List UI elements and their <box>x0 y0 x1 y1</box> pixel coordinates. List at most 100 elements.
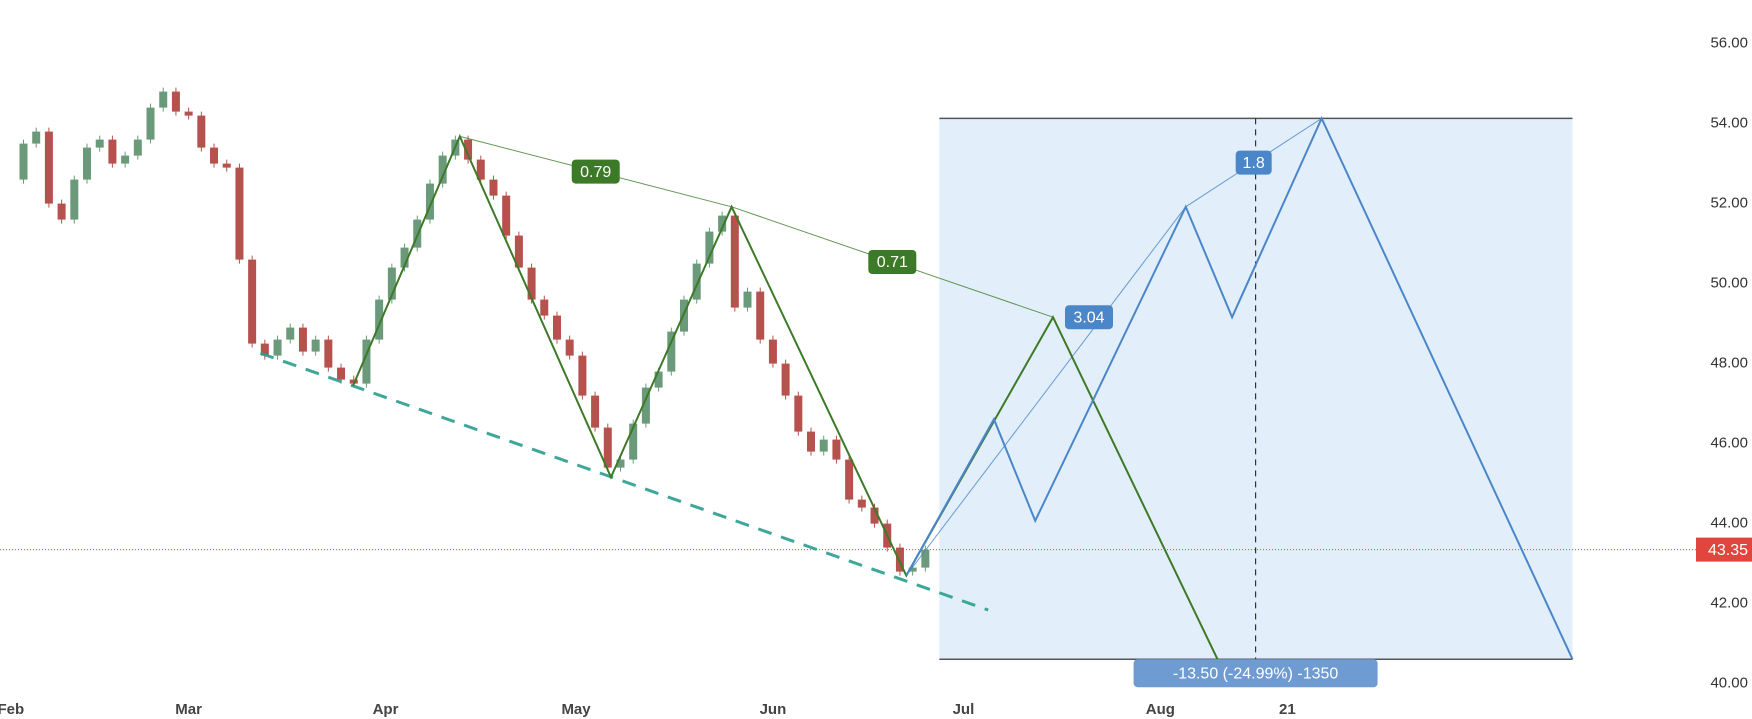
measure-label: -13.50 (-24.99%) -1350 <box>1173 665 1339 682</box>
x-tick-label: Apr <box>373 701 399 718</box>
candle <box>248 259 257 344</box>
candle <box>857 499 866 508</box>
candle <box>70 179 79 220</box>
candle <box>273 339 282 356</box>
projection-line <box>905 115 1574 660</box>
candle <box>222 163 231 168</box>
ratio-label: 1.8 <box>1243 155 1265 172</box>
candle <box>32 131 41 144</box>
candle <box>83 147 92 180</box>
candle <box>197 115 206 148</box>
candle <box>311 339 320 352</box>
candle <box>540 299 549 316</box>
ratio-badge <box>1064 305 1113 330</box>
ratio-badge <box>868 250 917 274</box>
candle <box>730 215 739 308</box>
ratio-label: 0.79 <box>580 164 611 181</box>
last-price-label: 43.35 <box>1708 542 1748 559</box>
candle <box>387 267 396 300</box>
ratio-label: 0.71 <box>877 254 908 271</box>
candle <box>286 327 295 340</box>
x-tick-label: Feb <box>0 701 24 718</box>
candle <box>375 299 384 340</box>
y-tick-label: 42.00 <box>1710 595 1748 612</box>
candle <box>629 423 638 460</box>
candle <box>298 327 307 352</box>
candle <box>121 155 130 164</box>
candle <box>159 91 168 108</box>
x-tick-label: Aug <box>1146 701 1175 718</box>
candle <box>781 363 790 396</box>
candle <box>57 203 66 220</box>
x-tick-label: May <box>561 701 591 718</box>
candle <box>908 567 917 572</box>
y-tick-label: 56.00 <box>1710 35 1748 52</box>
candle <box>210 147 219 164</box>
candle <box>807 431 816 452</box>
candle <box>692 263 701 300</box>
pattern-line <box>352 133 1219 660</box>
candle <box>718 215 727 232</box>
x-tick-label: Mar <box>175 701 202 718</box>
y-tick-label: 50.00 <box>1710 275 1748 292</box>
candle <box>337 367 346 380</box>
candle <box>171 91 180 112</box>
y-tick-label: 40.00 <box>1710 675 1748 692</box>
x-tick-label: Jun <box>760 701 787 718</box>
candle <box>235 167 244 260</box>
candle <box>362 339 371 384</box>
candle <box>870 507 879 524</box>
candle <box>133 139 142 156</box>
candle <box>425 183 434 220</box>
candle <box>324 339 333 368</box>
candle <box>184 111 193 116</box>
candle <box>845 459 854 500</box>
candle <box>921 549 930 568</box>
y-tick-label: 44.00 <box>1710 515 1748 532</box>
candle <box>819 439 828 452</box>
x-tick-label: 21 <box>1279 701 1296 718</box>
candle <box>514 235 523 268</box>
candle <box>260 343 269 356</box>
trendline <box>259 351 989 612</box>
candle <box>591 395 600 428</box>
candle <box>44 131 53 204</box>
ratio-badge <box>571 159 620 184</box>
candle <box>895 547 904 572</box>
candle <box>654 371 663 388</box>
y-tick-label: 46.00 <box>1710 435 1748 452</box>
candle <box>400 247 409 268</box>
y-tick-label: 48.00 <box>1710 355 1748 372</box>
candle <box>616 459 625 468</box>
candle <box>476 159 485 180</box>
candle <box>19 143 28 180</box>
candle <box>489 179 498 196</box>
candle <box>641 387 650 424</box>
measure-badge <box>1133 659 1378 688</box>
candle <box>527 267 536 300</box>
candle <box>565 339 574 356</box>
candle <box>146 107 155 140</box>
candle <box>464 139 473 160</box>
x-tick-label: Jul <box>953 701 975 718</box>
ratio-badge <box>1235 150 1272 175</box>
y-tick-label: 52.00 <box>1710 195 1748 212</box>
candle <box>705 231 714 264</box>
ratio-label: 3.04 <box>1073 309 1104 326</box>
candle <box>832 439 841 460</box>
candle <box>768 339 777 364</box>
candle <box>552 315 561 340</box>
candle <box>578 355 587 396</box>
y-tick-label: 54.00 <box>1710 115 1748 132</box>
candle <box>438 155 447 184</box>
candle <box>603 427 612 468</box>
candle <box>743 291 752 308</box>
candle <box>95 139 104 148</box>
last-price-badge <box>1696 537 1752 562</box>
candle <box>502 195 511 236</box>
candle <box>794 395 803 432</box>
candle <box>667 331 676 372</box>
candle <box>756 291 765 340</box>
candle <box>108 139 117 164</box>
